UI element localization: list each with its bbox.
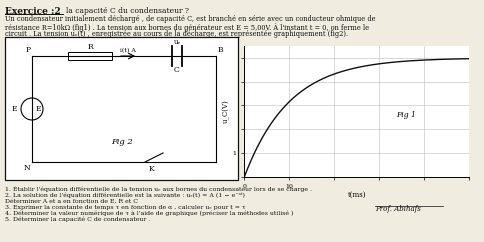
Text: Fig 2: Fig 2: [111, 138, 133, 146]
Text: B: B: [218, 46, 224, 54]
Text: N: N: [24, 164, 31, 172]
Text: résistance R=10kΩ (fig1) . La tension aux bornes du générateur est E = 5,00V. À : résistance R=10kΩ (fig1) . La tension au…: [5, 23, 369, 31]
Text: 1. Établir l'équation différentielle de la tension uₑ aux bornes du condensateur: 1. Établir l'équation différentielle de …: [5, 186, 312, 192]
Text: R: R: [87, 43, 93, 51]
Text: Déterminer A et a en fonction de E, R et C: Déterminer A et a en fonction de E, R et…: [5, 199, 138, 204]
Text: Fig 1: Fig 1: [396, 111, 416, 119]
Text: Prof. Abihafs: Prof. Abihafs: [375, 205, 421, 213]
Text: uₑ: uₑ: [173, 38, 181, 46]
Text: i(t) A: i(t) A: [120, 48, 136, 53]
Bar: [68, 52, 112, 60]
Text: 4. Déterminer la valeur numérique de τ à l'aide de graphique (préciser la méthod: 4. Déterminer la valeur numérique de τ à…: [5, 211, 293, 217]
Text: 5. Déterminer la capacité C de condensateur .: 5. Déterminer la capacité C de condensat…: [5, 217, 150, 222]
Text: K: K: [148, 165, 154, 173]
Text: 3. Exprimer la constante de temps τ en fonction de α , calculer uₑ pour t = τ: 3. Exprimer la constante de temps τ en f…: [5, 205, 245, 210]
Text: Un condensateur initialement déchargé , de capacité C, est branché en série avec: Un condensateur initialement déchargé , …: [5, 15, 376, 23]
Text: P: P: [26, 46, 31, 54]
Text: C: C: [174, 66, 180, 74]
Text: E: E: [12, 105, 17, 113]
Text: E: E: [36, 105, 42, 113]
Text: la capacité C du condensateur ?: la capacité C du condensateur ?: [66, 7, 189, 15]
Text: Exercice :2: Exercice :2: [5, 7, 61, 16]
Text: circuit . La tension uₑ(t) , enregistrée au cours de la décharge, est représenté: circuit . La tension uₑ(t) , enregistrée…: [5, 30, 348, 38]
Text: 2. La solution de l'équation différentielle est la suivante : uₑ(t) = A (1 − e⁻ᵃ: 2. La solution de l'équation différentie…: [5, 193, 245, 198]
Bar: [5, 37, 238, 180]
X-axis label: t(ms): t(ms): [348, 191, 366, 199]
Y-axis label: u_C(V): u_C(V): [222, 99, 230, 123]
